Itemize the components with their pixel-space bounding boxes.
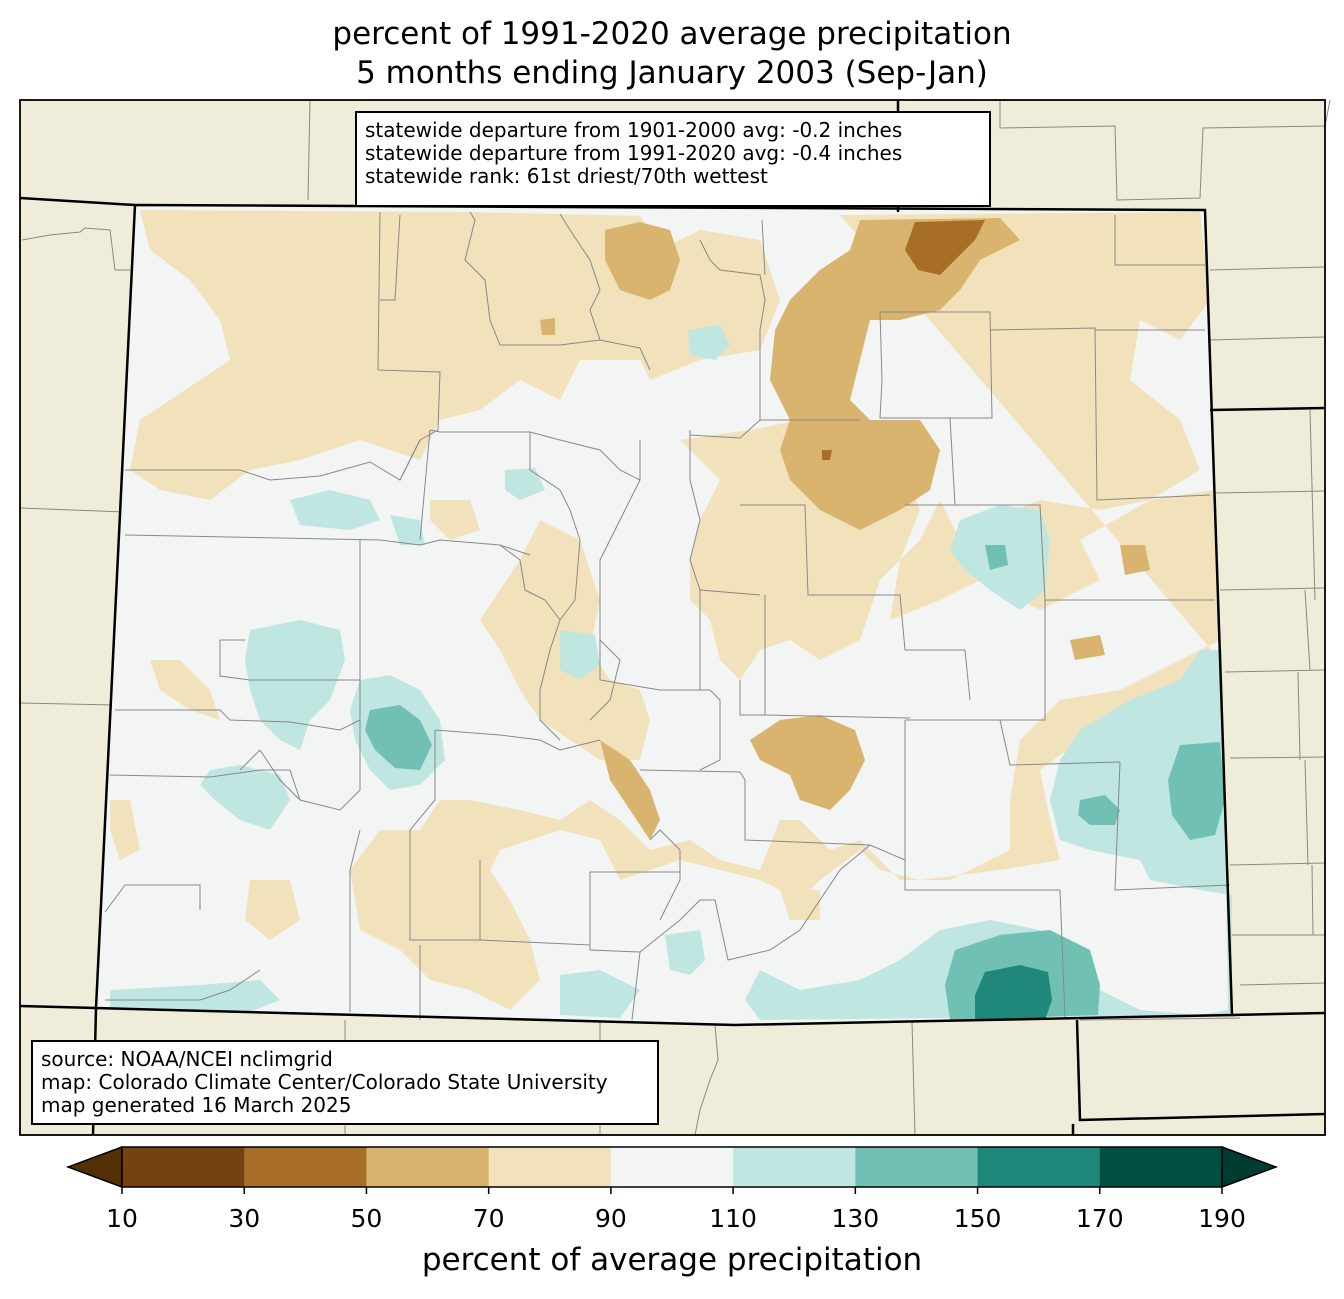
colorbar-tick-label-10: 10 [106,1204,138,1233]
colorbar-bin-30-50 [244,1147,367,1187]
map-title-line-2: 5 months ending January 2003 (Sep-Jan) [356,55,988,91]
range-150-170-regions [975,965,1052,1020]
colorbar-tick-label-30: 30 [228,1204,261,1233]
colorbar-bin-110-130 [733,1147,856,1187]
stats-line-rank: statewide rank: 61st driest/70th wettest [365,164,768,188]
colorbar-tick-label-110: 110 [709,1204,757,1233]
source-line-map: map: Colorado Climate Center/Colorado St… [41,1070,608,1094]
colorbar-frame [121,1146,1223,1188]
colorbar-tick-label-190: 190 [1198,1204,1246,1233]
colorbar-tick-label-70: 70 [472,1204,505,1233]
colorbar-bin-90-110 [610,1147,734,1187]
colorbar-tick-label-90: 90 [594,1204,627,1233]
colorbar-bin-50-70 [366,1147,490,1187]
colorbar-bin-70-90 [488,1147,612,1187]
colorado-border [94,203,1234,1027]
map-title-line-1: percent of 1991-2020 average precipitati… [332,16,1012,52]
county-lines [104,211,1231,1021]
colorbar-bin-130-150 [855,1147,979,1187]
colorbar-tick-label-150: 150 [953,1204,1002,1233]
statewide-stats-box: statewide departure from 1901-2000 avg: … [355,111,991,207]
stats-line-departure-1901-2000: statewide departure from 1901-2000 avg: … [365,118,903,142]
colorbar-tick-label-50: 50 [350,1204,383,1233]
source-line-data: source: NOAA/NCEI nclimgrid [41,1047,333,1071]
colorbar-label: percent of average precipitation [421,1242,923,1278]
map-frame [19,99,1326,1136]
colorbar-tick-label-170: 170 [1075,1204,1124,1233]
source-box: source: NOAA/NCEI nclimgrid map: Colorad… [31,1040,659,1125]
stats-line-departure-1991-2020: statewide departure from 1991-2020 avg: … [365,141,903,165]
colorbar-bin-170-190 [1099,1147,1223,1187]
colorbar-tick-label-130: 130 [831,1204,880,1233]
colorbar [65,1145,1279,1194]
colorbar-under-arrow [65,1145,123,1189]
colorbar-bin-150-170 [977,1147,1101,1187]
range-30-50-regions [822,220,985,460]
source-line-generated: map generated 16 March 2025 [41,1093,352,1117]
colorbar-over-arrow [1221,1145,1279,1189]
range-50-70-regions [540,218,1150,840]
colorbar-bin-10-30 [122,1147,245,1187]
range-110-130-regions [110,325,1232,1020]
